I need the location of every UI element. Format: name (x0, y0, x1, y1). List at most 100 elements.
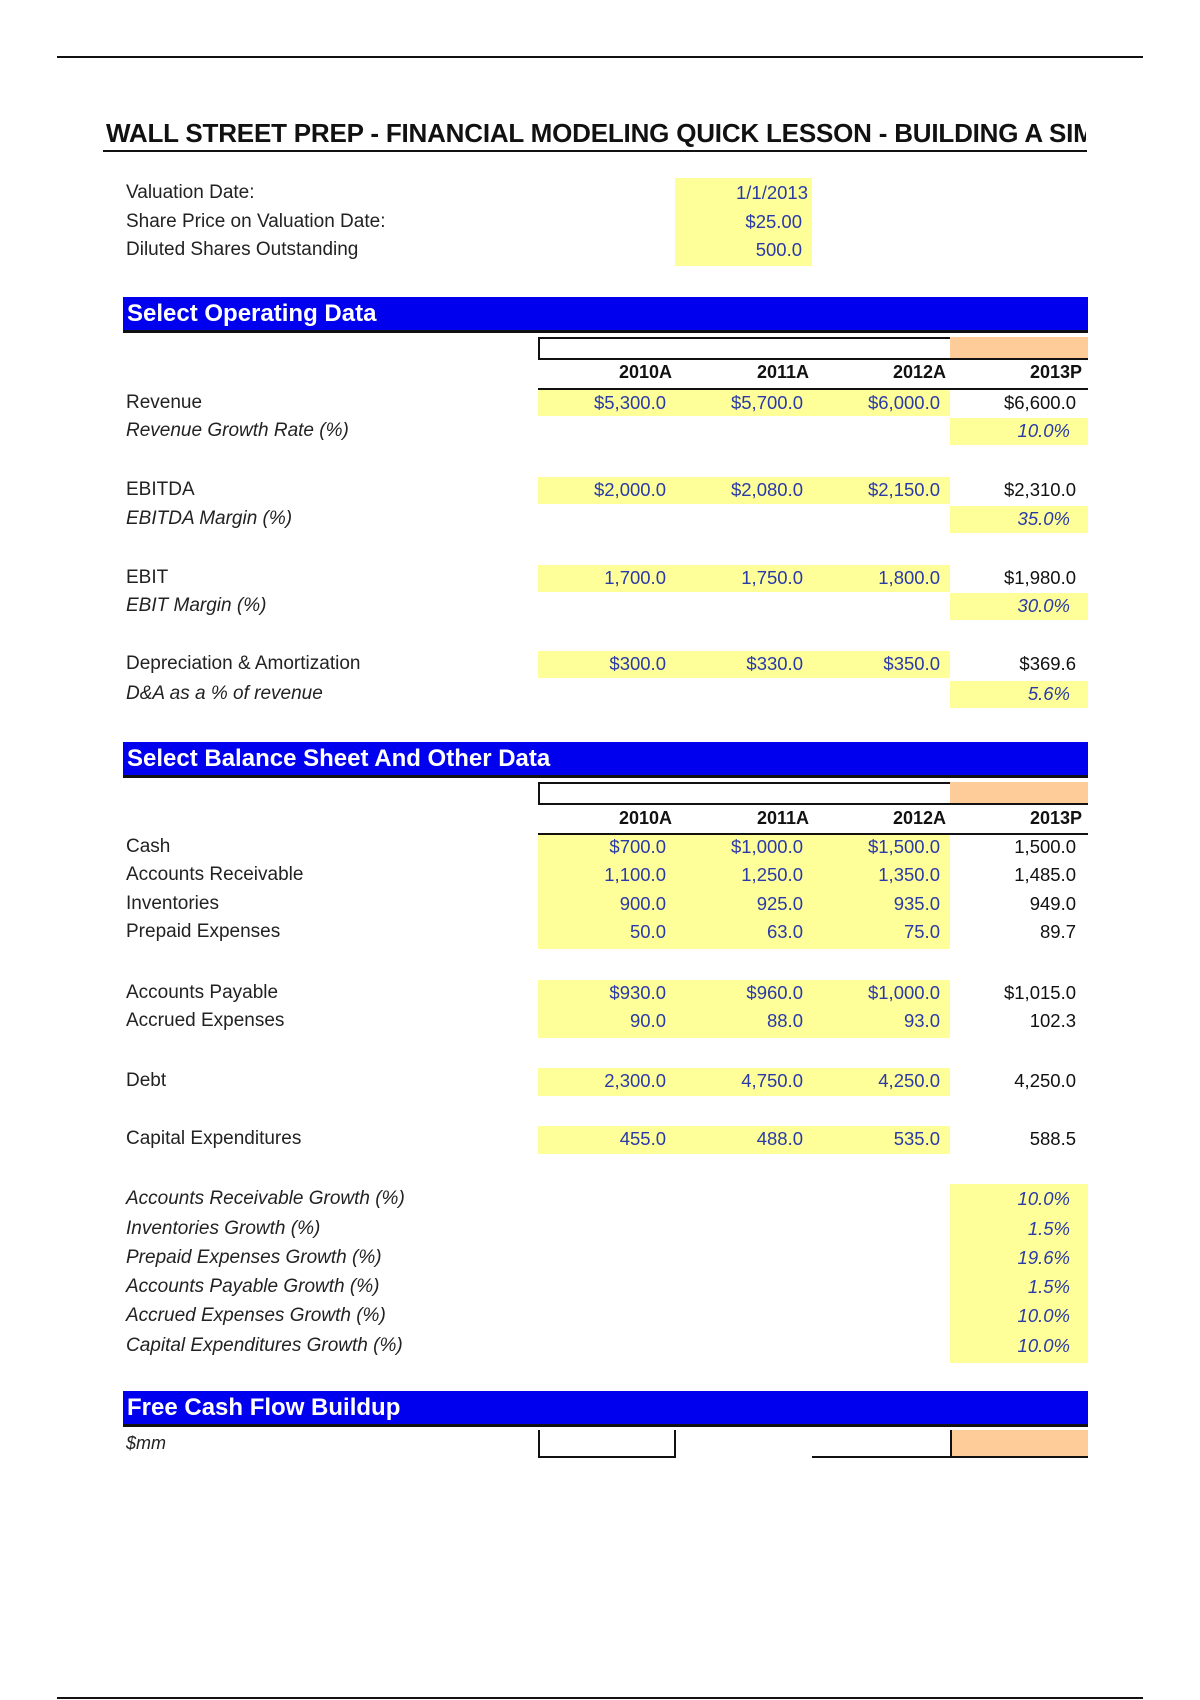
inventories-2010[interactable]: 900.0 (619, 893, 666, 914)
page-title: WALL STREET PREP - FINANCIAL MODELING QU… (106, 118, 1086, 148)
balance-section-title: Select Balance Sheet And Other Data (127, 745, 551, 772)
capex-2010[interactable]: 455.0 (619, 1128, 666, 1149)
accounts-payable-2010[interactable]: $930.0 (609, 982, 666, 1003)
operating-year-2010: 2010A (618, 362, 672, 382)
cash-2010[interactable]: $700.0 (609, 836, 666, 857)
ebit-2012[interactable]: 1,800.0 (878, 567, 940, 588)
share-price-label: Share Price on Valuation Date: (126, 211, 386, 232)
revenue-2011[interactable]: $5,700.0 (730, 392, 803, 413)
inventories-2012[interactable]: 935.0 (893, 893, 940, 914)
accounts-receivable-2012[interactable]: 1,350.0 (878, 864, 940, 885)
cash-2012[interactable]: $1,500.0 (867, 836, 940, 857)
balance-year-2013: 2013P (1029, 808, 1082, 828)
prepaid-expenses-2011[interactable]: 63.0 (766, 921, 803, 942)
da-2012[interactable]: $350.0 (883, 653, 940, 674)
diluted-shares-value[interactable]: 500.0 (755, 239, 802, 260)
inventories-2011[interactable]: 925.0 (756, 893, 803, 914)
fcf-section-header: Free Cash Flow Buildup (123, 1391, 1088, 1427)
accrued-expenses-2010[interactable]: 90.0 (629, 1010, 666, 1031)
accrued-expenses-2011[interactable]: 88.0 (766, 1010, 803, 1031)
inventories-growth-label: Inventories Growth (%) (126, 1218, 321, 1239)
ebit-highlight (538, 565, 950, 592)
fcf-units-label: $mm (126, 1433, 166, 1453)
capex-2013: 588.5 (1029, 1128, 1076, 1149)
ar-growth-label: Accounts Receivable Growth (%) (126, 1188, 405, 1209)
fcf-header-rule-right (812, 1456, 952, 1458)
accounts-receivable-label: Accounts Receivable (126, 864, 304, 885)
prepaid-expenses-2012[interactable]: 75.0 (903, 921, 940, 942)
debt-label: Debt (126, 1070, 167, 1091)
da-2010[interactable]: $300.0 (609, 653, 666, 674)
revenue-label: Revenue (126, 392, 203, 413)
capex-growth-rate[interactable]: 10.0% (1017, 1335, 1070, 1356)
ebitda-2010[interactable]: $2,000.0 (593, 479, 666, 500)
da-rate[interactable]: 5.6% (1027, 683, 1070, 704)
ebitda-label: EBITDA (126, 479, 195, 500)
prepaid-growth-rate[interactable]: 19.6% (1017, 1247, 1070, 1268)
ebitda-margin-rate[interactable]: 35.0% (1017, 508, 1070, 529)
ebitda-2011[interactable]: $2,080.0 (730, 479, 803, 500)
ebit-2010[interactable]: 1,700.0 (604, 567, 666, 588)
operating-year-2011: 2011A (756, 362, 809, 382)
operating-section-header: Select Operating Data (123, 297, 1088, 333)
revenue-2010[interactable]: $5,300.0 (593, 392, 666, 413)
debt-2010[interactable]: 2,300.0 (604, 1070, 666, 1091)
accrued-expenses-2013: 102.3 (1029, 1010, 1076, 1031)
accounts-payable-2013: $1,015.0 (1003, 982, 1076, 1003)
revenue-2013: $6,600.0 (1003, 392, 1076, 413)
fcf-section-title: Free Cash Flow Buildup (127, 1394, 401, 1421)
prepaid-growth-label: Prepaid Expenses Growth (%) (126, 1247, 382, 1268)
fcf-projection-marker (950, 1430, 1088, 1458)
ap-growth-label: Accounts Payable Growth (%) (126, 1276, 380, 1297)
title-underline (103, 150, 1087, 152)
ebit-margin-highlight (950, 593, 1088, 620)
accounts-receivable-2011[interactable]: 1,250.0 (741, 864, 803, 885)
capex-2012[interactable]: 535.0 (893, 1128, 940, 1149)
accounts-receivable-2013: 1,485.0 (1014, 864, 1076, 885)
capex-highlight (538, 1126, 950, 1154)
balance-header-box (538, 782, 952, 805)
operating-year-2012: 2012A (892, 362, 946, 382)
operating-year-2013: 2013P (1029, 362, 1082, 382)
liabilities-highlight (538, 980, 950, 1038)
da-2011[interactable]: $330.0 (746, 653, 803, 674)
balance-year-rule (538, 833, 1088, 835)
ebit-2011[interactable]: 1,750.0 (741, 567, 803, 588)
accrued-expenses-2012[interactable]: 93.0 (903, 1010, 940, 1031)
inventories-growth-rate[interactable]: 1.5% (1027, 1218, 1070, 1239)
valuation-date-value[interactable]: 1/1/2013 (735, 182, 808, 203)
balance-section-header: Select Balance Sheet And Other Data (123, 742, 1088, 778)
fcf-header-box-left (538, 1430, 676, 1458)
debt-2011[interactable]: 4,750.0 (741, 1070, 803, 1091)
accrued-growth-label: Accrued Expenses Growth (%) (126, 1305, 386, 1326)
ebitda-margin-label: EBITDA Margin (%) (126, 508, 293, 529)
diluted-shares-label: Diluted Shares Outstanding (126, 239, 359, 260)
prepaid-expenses-2010[interactable]: 50.0 (629, 921, 666, 942)
ar-growth-rate[interactable]: 10.0% (1017, 1188, 1070, 1209)
accrued-growth-rate[interactable]: 10.0% (1017, 1305, 1070, 1326)
cash-2011[interactable]: $1,000.0 (730, 836, 803, 857)
revenue-growth-highlight (950, 418, 1088, 445)
da-label: Depreciation & Amortization (126, 653, 361, 674)
valuation-date-label: Valuation Date: (126, 182, 255, 203)
accounts-payable-2012[interactable]: $1,000.0 (867, 982, 940, 1003)
ebit-margin-rate[interactable]: 30.0% (1017, 595, 1070, 616)
da-rate-label: D&A as a % of revenue (126, 683, 323, 704)
share-price-value[interactable]: $25.00 (745, 211, 802, 232)
debt-highlight (538, 1068, 950, 1096)
capex-2011[interactable]: 488.0 (756, 1128, 803, 1149)
revenue-growth-rate[interactable]: 10.0% (1017, 420, 1070, 441)
debt-2012[interactable]: 4,250.0 (878, 1070, 940, 1091)
balance-year-2012: 2012A (892, 808, 946, 828)
inventories-2013: 949.0 (1029, 893, 1076, 914)
ebitda-highlight (538, 477, 950, 504)
ebitda-2012[interactable]: $2,150.0 (867, 479, 940, 500)
page-bottom-rule (57, 1697, 1143, 1699)
accounts-payable-2011[interactable]: $960.0 (746, 982, 803, 1003)
revenue-2012[interactable]: $6,000.0 (867, 392, 940, 413)
accounts-receivable-2010[interactable]: 1,100.0 (604, 864, 666, 885)
balance-year-2011: 2011A (756, 808, 809, 828)
balance-year-2010: 2010A (618, 808, 672, 828)
da-rate-highlight (950, 681, 1088, 708)
ap-growth-rate[interactable]: 1.5% (1027, 1276, 1070, 1297)
